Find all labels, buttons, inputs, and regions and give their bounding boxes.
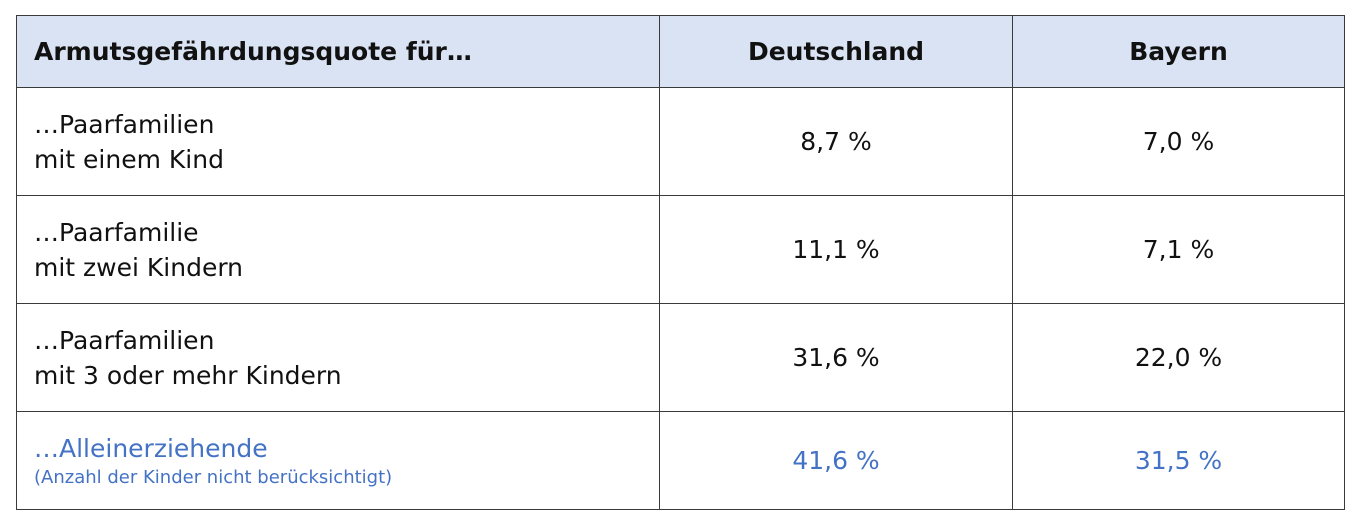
- row-label: …Alleinerziehende (Anzahl der Kinder nic…: [16, 411, 660, 510]
- row-label: …Paarfamilie mit zwei Kindern: [16, 195, 660, 304]
- row-label-line1: …Paarfamilie: [34, 217, 199, 247]
- row-label: …Paarfamilien mit 3 oder mehr Kindern: [16, 303, 660, 412]
- header-bayern: Bayern: [1012, 15, 1345, 88]
- table-row: …Paarfamilien mit 3 oder mehr Kindern 31…: [16, 303, 1345, 412]
- row-label-line2: mit zwei Kindern: [34, 252, 244, 282]
- table-row: …Paarfamilien mit einem Kind 8,7 % 7,0 %: [16, 87, 1345, 196]
- row-label-line2: mit einem Kind: [34, 144, 224, 174]
- row-label-line1: …Alleinerziehende: [34, 434, 268, 463]
- value-deutschland: 11,1 %: [659, 195, 1013, 304]
- row-label-line2: mit 3 oder mehr Kindern: [34, 360, 342, 390]
- value-deutschland: 8,7 %: [659, 87, 1013, 196]
- value-bayern: 31,5 %: [1012, 411, 1345, 510]
- value-bayern: 22,0 %: [1012, 303, 1345, 412]
- value-bayern: 7,0 %: [1012, 87, 1345, 196]
- value-deutschland: 31,6 %: [659, 303, 1013, 412]
- header-category: Armutsgefährdungsquote für…: [16, 15, 660, 88]
- header-deutschland: Deutschland: [659, 15, 1013, 88]
- row-label-line1: …Paarfamilien: [34, 109, 215, 139]
- row-label-note: (Anzahl der Kinder nicht berücksichtigt): [34, 467, 393, 488]
- table-header-row: Armutsgefährdungsquote für… Deutschland …: [16, 15, 1345, 88]
- table-row-highlight: …Alleinerziehende (Anzahl der Kinder nic…: [16, 411, 1345, 510]
- poverty-risk-table: Armutsgefährdungsquote für… Deutschland …: [16, 15, 1345, 510]
- value-bayern: 7,1 %: [1012, 195, 1345, 304]
- row-label: …Paarfamilien mit einem Kind: [16, 87, 660, 196]
- row-label-line1: …Paarfamilien: [34, 325, 215, 355]
- value-deutschland: 41,6 %: [659, 411, 1013, 510]
- table-row: …Paarfamilie mit zwei Kindern 11,1 % 7,1…: [16, 195, 1345, 304]
